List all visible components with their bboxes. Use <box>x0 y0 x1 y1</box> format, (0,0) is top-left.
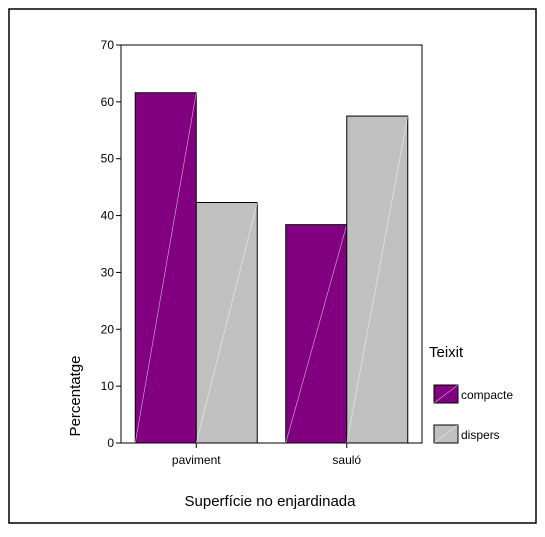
y-tick-label: 40 <box>101 209 115 223</box>
y-tick-label: 50 <box>101 152 115 166</box>
y-tick-label: 60 <box>101 95 115 109</box>
legend-label-dispers: dispers <box>461 428 500 442</box>
bar-highlight <box>134 92 197 444</box>
bar-highlight <box>195 202 258 444</box>
x-axis-label: Superfície no enjardinada <box>185 493 357 510</box>
y-tick-label: 10 <box>101 379 115 393</box>
chart-frame <box>8 8 537 524</box>
legend-swatch-highlight <box>433 424 459 444</box>
y-tick-label: 20 <box>101 322 115 336</box>
y-tick-label: 30 <box>101 265 115 279</box>
legend-title: Teixit <box>429 344 464 361</box>
y-axis-label: Percentatge <box>67 356 84 437</box>
plot-area: 0 10 20 30 40 50 60 70 paviment sauló <box>101 38 423 467</box>
y-tick-label: 70 <box>101 38 115 52</box>
legend-swatch-highlight <box>433 384 459 404</box>
bar-highlight <box>285 224 348 444</box>
bar-highlight <box>346 116 409 444</box>
y-tick-label: 0 <box>107 436 114 450</box>
plot-border <box>120 44 423 444</box>
legend: compacte dispers <box>433 384 513 444</box>
x-tick-label: paviment <box>172 453 221 467</box>
x-tick-label: sauló <box>332 453 361 467</box>
legend-label-compacte: compacte <box>461 388 513 402</box>
